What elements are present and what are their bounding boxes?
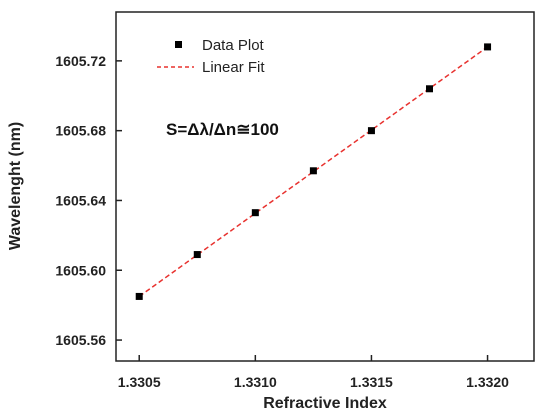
data-point bbox=[193, 251, 201, 259]
data-point bbox=[367, 127, 375, 135]
x-tick-label: 1.3320 bbox=[466, 374, 509, 390]
legend: Data Plot Linear Fit bbox=[157, 37, 265, 76]
data-point bbox=[426, 85, 433, 93]
y-axis-ticks: 1605.56 1605.60 1605.64 1605.68 1605.72 bbox=[55, 53, 122, 348]
plot-frame bbox=[115, 11, 535, 362]
y-tick-label: 1605.72 bbox=[55, 53, 106, 69]
data-point bbox=[484, 43, 492, 51]
legend-marker-data-plot bbox=[175, 41, 182, 48]
x-axis-ticks: 1.3305 1.3310 1.3315 1.3320 bbox=[118, 355, 509, 390]
data-point bbox=[251, 209, 259, 217]
x-tick-label: 1.3310 bbox=[234, 374, 277, 390]
x-tick-label: 1.3305 bbox=[118, 374, 161, 390]
y-tick-label: 1605.56 bbox=[55, 332, 106, 348]
x-tick-label: 1.3315 bbox=[350, 374, 393, 390]
y-tick-label: 1605.68 bbox=[55, 123, 106, 139]
y-axis-label: Wavelenght (nm) bbox=[7, 122, 24, 250]
legend-label-linear-fit: Linear Fit bbox=[202, 59, 265, 76]
data-point bbox=[135, 292, 143, 300]
data-points-layer bbox=[135, 43, 492, 300]
x-axis-label: Refractive Index bbox=[263, 395, 387, 412]
y-tick-label: 1605.60 bbox=[55, 262, 106, 278]
sensitivity-annotation: S=Δλ/Δn≅100 bbox=[166, 120, 279, 139]
data-point bbox=[309, 167, 317, 175]
y-tick-label: 1605.64 bbox=[55, 192, 106, 208]
legend-label-data-plot: Data Plot bbox=[202, 37, 265, 54]
